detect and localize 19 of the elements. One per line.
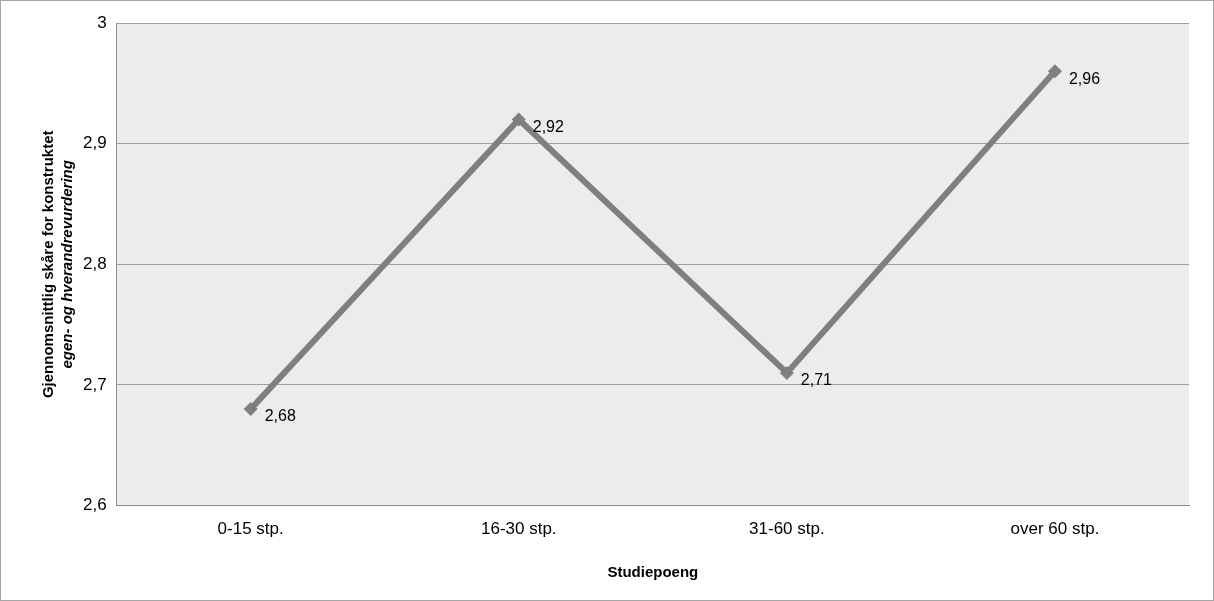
y-tick-label: 2,8 (82, 253, 107, 273)
point (511, 112, 526, 127)
y-axis-title: Gjennomsnittlig skåre for konstruktet egen- og hverandrevurdering (39, 130, 76, 399)
x-tick-label: over 60 stp. (1010, 519, 1100, 539)
data-label: 2,96 (1068, 69, 1101, 87)
x-axis-title: Studiepoeng (607, 563, 699, 581)
y-tick-label: 2,7 (82, 374, 107, 394)
point (243, 402, 258, 417)
point (779, 365, 794, 380)
y-tick-label: 3 (97, 12, 107, 32)
y-tick-label: 2,9 (82, 133, 107, 153)
x-tick-label: 0-15 stp. (217, 519, 284, 539)
point (1047, 64, 1062, 79)
data-label: 2,68 (264, 407, 296, 425)
x-tick-label: 31-60 stp. (749, 519, 825, 539)
data-label: 2,71 (800, 371, 833, 389)
y-tick-label: 2,6 (82, 495, 107, 515)
x-tick-label: 16-30 stp. (480, 519, 557, 539)
data-label: 2,92 (532, 117, 565, 135)
